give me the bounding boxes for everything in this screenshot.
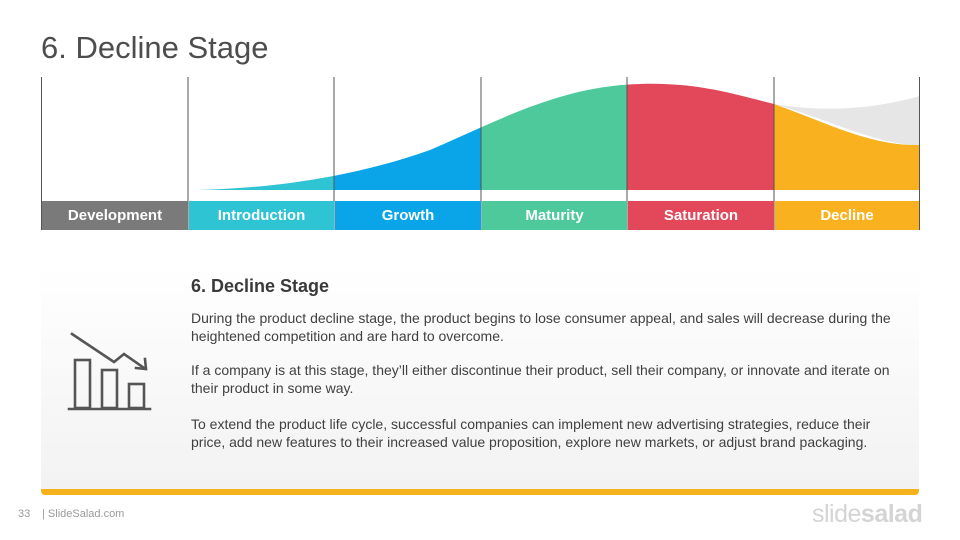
- declining-bar-chart-icon: [66, 330, 154, 412]
- detail-heading: 6. Decline Stage: [191, 276, 330, 296]
- detail-paragraph-1: During the product decline stage, the pr…: [191, 310, 891, 344]
- stage-saturation: Saturation: [628, 201, 774, 230]
- stage-introduction: Introduction: [189, 201, 334, 230]
- stage-label: Introduction: [217, 207, 306, 224]
- curve-area-introduction: [198, 175, 334, 190]
- curve-area-decline: [774, 104, 920, 190]
- page-number: 33: [18, 508, 31, 520]
- footer-site: | SlideSalad.com: [42, 508, 125, 520]
- brand-logo: slidesalad: [812, 500, 923, 529]
- detail-paragraph-2: If a company is at this stage, they’ll e…: [191, 362, 890, 396]
- logo-text-light: slide: [812, 500, 861, 528]
- stage-decline: Decline: [775, 201, 919, 230]
- logo-text-bold: salad: [860, 500, 923, 528]
- stage-development: Development: [42, 201, 188, 230]
- stage-label: Maturity: [525, 207, 584, 224]
- stage-label: Decline: [820, 207, 874, 224]
- panel-accent-bar: [41, 489, 919, 495]
- curve-area-saturation: [627, 83, 774, 190]
- decline-trend-shade: [774, 96, 920, 146]
- curve-area-maturity: [481, 84, 627, 190]
- product-life-cycle-curve: [41, 77, 920, 230]
- stage-label: Saturation: [663, 207, 739, 224]
- stage-maturity: Maturity: [482, 201, 627, 230]
- stage-detail-panel: [41, 265, 919, 489]
- stage-growth: Growth: [335, 201, 481, 230]
- curve-area-growth: [334, 127, 481, 190]
- slide-title: 6. Decline Stage: [41, 30, 269, 65]
- detail-paragraph-3: To extend the product life cycle, succes…: [191, 416, 871, 450]
- stage-label: Growth: [381, 207, 435, 224]
- stage-label: Development: [67, 207, 163, 224]
